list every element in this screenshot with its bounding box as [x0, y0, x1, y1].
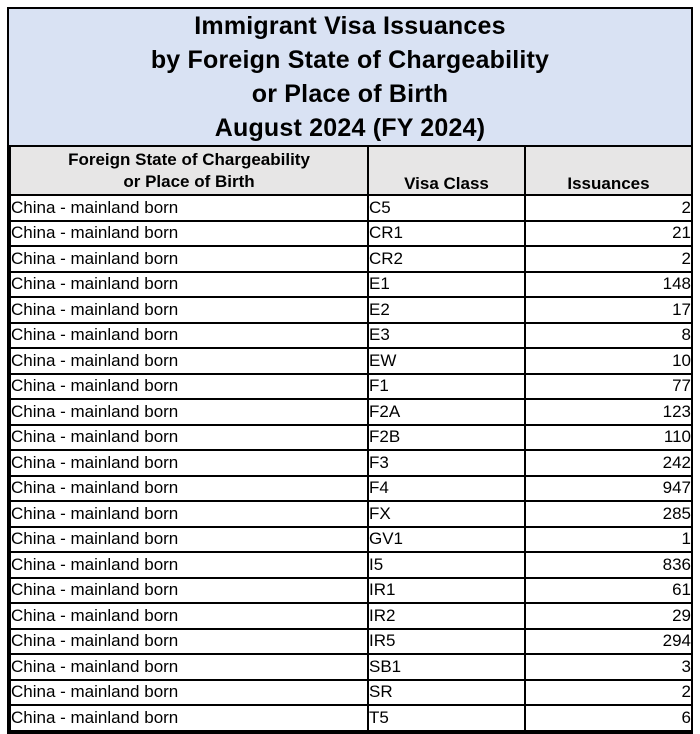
visa-class-cell: GV1 [367, 525, 526, 553]
header-row: Foreign State of Chargeability or Place … [9, 145, 693, 196]
report-title-line-3: or Place of Birth [251, 80, 449, 108]
place-cell: China - mainland born [9, 602, 369, 630]
place-cell: China - mainland born [9, 245, 369, 273]
visa-class-cell: F2A [367, 398, 526, 426]
column-header-issuances: Issuances [524, 145, 693, 196]
place-cell: China - mainland born [9, 296, 369, 324]
issuances-cell: 294 [524, 627, 693, 655]
visa-class-cell: T5 [367, 704, 526, 732]
report-title-block: Immigrant Visa Issuances by Foreign Stat… [9, 9, 691, 145]
report-title-line-4: August 2024 (FY 2024) [214, 114, 486, 142]
table-row: China - mainland born F1 77 [9, 372, 693, 400]
place-cell: China - mainland born [9, 704, 369, 732]
column-header-visa-class: Visa Class [367, 145, 526, 196]
issuances-cell: 8 [524, 321, 693, 349]
place-cell: China - mainland born [9, 219, 369, 247]
table-row: China - mainland born T5 6 [9, 704, 693, 732]
table-row: China - mainland born I5 836 [9, 551, 693, 579]
table-row: China - mainland born C5 2 [9, 194, 693, 222]
issuances-cell: 148 [524, 270, 693, 298]
table-row: China - mainland born F3 242 [9, 449, 693, 477]
table-row: China - mainland born F2A 123 [9, 398, 693, 426]
place-cell: China - mainland born [9, 194, 369, 222]
table-row: China - mainland born CR1 21 [9, 219, 693, 247]
place-cell: China - mainland born [9, 678, 369, 706]
place-cell: China - mainland born [9, 449, 369, 477]
table-header: Foreign State of Chargeability or Place … [9, 145, 693, 196]
issuances-cell: 2 [524, 678, 693, 706]
issuances-cell: 10 [524, 347, 693, 375]
place-cell: China - mainland born [9, 627, 369, 655]
place-cell: China - mainland born [9, 423, 369, 451]
issuances-cell: 285 [524, 500, 693, 528]
issuances-cell: 29 [524, 602, 693, 630]
issuances-cell: 947 [524, 474, 693, 502]
place-cell: China - mainland born [9, 474, 369, 502]
table-row: China - mainland born E3 8 [9, 321, 693, 349]
visa-class-cell: IR1 [367, 576, 526, 604]
column-header-place-line-1: Foreign State of Chargeability [68, 149, 310, 169]
table-row: China - mainland born E1 148 [9, 270, 693, 298]
visa-class-cell: F3 [367, 449, 526, 477]
visa-issuances-sheet: Immigrant Visa Issuances by Foreign Stat… [7, 7, 693, 734]
place-cell: China - mainland born [9, 653, 369, 681]
issuances-cell: 21 [524, 219, 693, 247]
visa-class-cell: SB1 [367, 653, 526, 681]
table-row: China - mainland born IR2 29 [9, 602, 693, 630]
issuances-cell: 2 [524, 194, 693, 222]
visa-class-cell: F4 [367, 474, 526, 502]
issuances-cell: 242 [524, 449, 693, 477]
column-header-place-line-2: or Place of Birth [123, 171, 255, 191]
report-title-line-2: by Foreign State of Chargeability [150, 46, 550, 74]
visa-class-cell: SR [367, 678, 526, 706]
visa-class-cell: E2 [367, 296, 526, 324]
table-body: China - mainland born C5 2 China - mainl… [9, 194, 693, 732]
table-row: China - mainland born EW 10 [9, 347, 693, 375]
issuances-cell: 77 [524, 372, 693, 400]
visa-class-cell: CR1 [367, 219, 526, 247]
table-row: China - mainland born E2 17 [9, 296, 693, 324]
visa-class-cell: E3 [367, 321, 526, 349]
issuances-cell: 3 [524, 653, 693, 681]
place-cell: China - mainland born [9, 551, 369, 579]
table-row: China - mainland born SR 2 [9, 678, 693, 706]
table-row: China - mainland born GV1 1 [9, 525, 693, 553]
visa-class-cell: E1 [367, 270, 526, 298]
place-cell: China - mainland born [9, 321, 369, 349]
column-header-place: Foreign State of Chargeability or Place … [9, 145, 369, 196]
issuances-cell: 6 [524, 704, 693, 732]
issuances-cell: 1 [524, 525, 693, 553]
table-row: China - mainland born IR1 61 [9, 576, 693, 604]
issuances-cell: 836 [524, 551, 693, 579]
visa-class-cell: FX [367, 500, 526, 528]
place-cell: China - mainland born [9, 500, 369, 528]
place-cell: China - mainland born [9, 372, 369, 400]
visa-class-cell: F1 [367, 372, 526, 400]
issuances-cell: 61 [524, 576, 693, 604]
table-row: China - mainland born F2B 110 [9, 423, 693, 451]
place-cell: China - mainland born [9, 525, 369, 553]
issuances-cell: 17 [524, 296, 693, 324]
issuances-cell: 110 [524, 423, 693, 451]
issuances-cell: 123 [524, 398, 693, 426]
table-row: China - mainland born FX 285 [9, 500, 693, 528]
visa-class-cell: C5 [367, 194, 526, 222]
table-row: China - mainland born SB1 3 [9, 653, 693, 681]
place-cell: China - mainland born [9, 398, 369, 426]
visa-class-cell: IR2 [367, 602, 526, 630]
place-cell: China - mainland born [9, 347, 369, 375]
visa-class-cell: EW [367, 347, 526, 375]
issuances-cell: 2 [524, 245, 693, 273]
table-row: China - mainland born F4 947 [9, 474, 693, 502]
place-cell: China - mainland born [9, 576, 369, 604]
visa-class-cell: F2B [367, 423, 526, 451]
report-title-line-1: Immigrant Visa Issuances [194, 12, 506, 40]
visa-issuances-table: Foreign State of Chargeability or Place … [9, 145, 693, 732]
place-cell: China - mainland born [9, 270, 369, 298]
visa-class-cell: I5 [367, 551, 526, 579]
table-row: China - mainland born IR5 294 [9, 627, 693, 655]
table-row: China - mainland born CR2 2 [9, 245, 693, 273]
visa-class-cell: CR2 [367, 245, 526, 273]
visa-class-cell: IR5 [367, 627, 526, 655]
